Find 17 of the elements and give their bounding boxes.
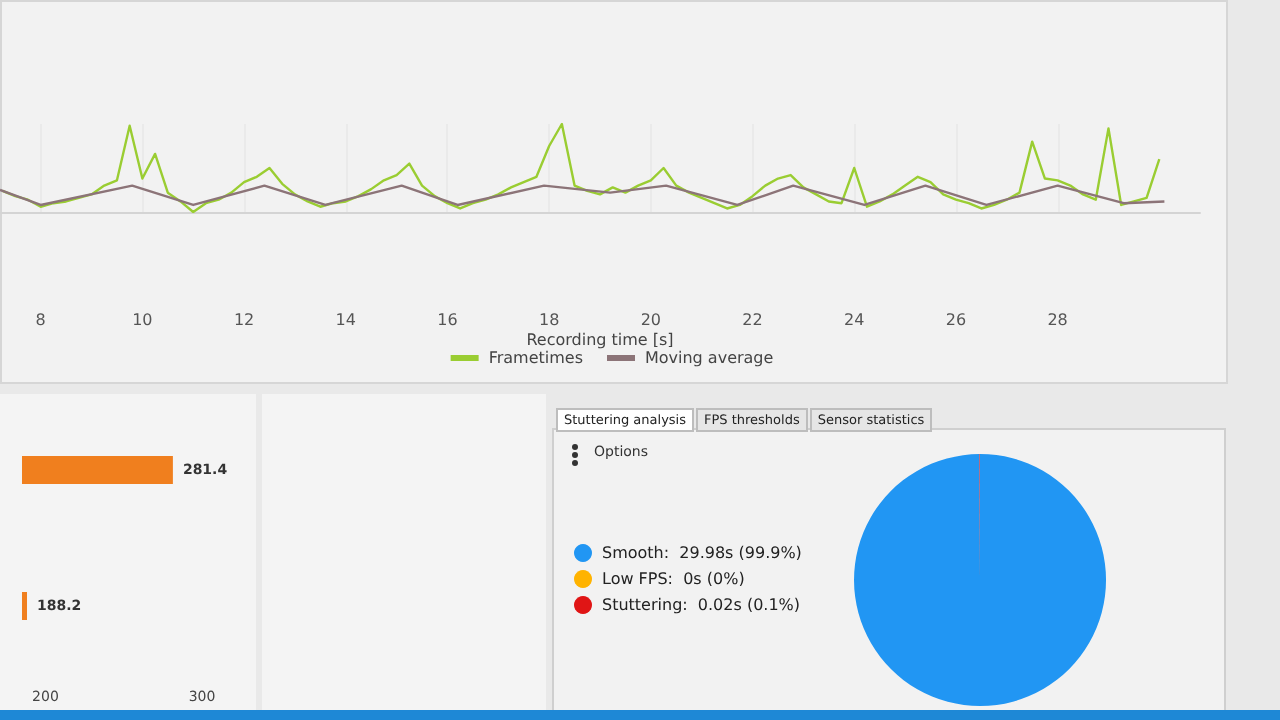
x-tick-label: 28 [1047,311,1068,329]
x-tick-label: 10 [132,311,153,329]
x-tick-label: 12 [233,311,255,329]
x-tick-label: 20 [640,311,662,329]
x-tick-label: 14 [335,311,356,329]
x-tick-label: 8 [35,311,46,329]
x-axis-title: Recording time [s] [526,331,674,349]
legend-label: Smooth: 29.98s (99.9%) [602,544,802,562]
legend-label: Frametimes [488,349,583,367]
x-tick-label: 22 [742,311,763,329]
x-tick-label: 24 [844,311,865,329]
legend-label: Low FPS: 0s (0%) [602,570,745,588]
legend-label: Stuttering: 0.02s (0.1%) [602,596,801,614]
x-tick-label: 16 [437,311,458,329]
x-tick-label: 18 [538,311,560,329]
legend-label: Moving average [644,349,774,367]
x-tick-label: 26 [945,311,967,329]
